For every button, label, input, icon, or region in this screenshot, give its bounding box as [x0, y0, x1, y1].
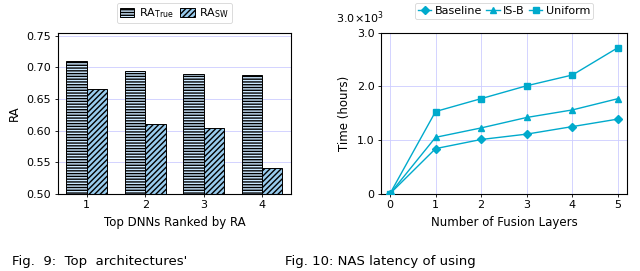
- IS-B: [614, 97, 622, 100]
- Legend: Baseline, IS-B, Uniform: Baseline, IS-B, Uniform: [415, 3, 593, 20]
- Bar: [145, 124, 166, 271]
- Text: $3.0\!\times\!10^{3}$: $3.0\!\times\!10^{3}$: [337, 9, 385, 26]
- Line: Baseline: Baseline: [387, 116, 621, 197]
- Baseline: [432, 147, 440, 150]
- IS-B: [386, 192, 394, 195]
- IS-B: [432, 136, 440, 139]
- Bar: [125, 71, 145, 271]
- Text: Fig. 10: NAS latency of using: Fig. 10: NAS latency of using: [285, 255, 476, 268]
- Uniform: [432, 110, 440, 113]
- Uniform: [568, 73, 576, 77]
- Bar: [241, 75, 262, 271]
- IS-B: [523, 116, 531, 119]
- Baseline: [614, 117, 622, 121]
- Baseline: [477, 138, 485, 141]
- Line: Uniform: Uniform: [387, 44, 621, 197]
- Line: IS-B: IS-B: [387, 95, 621, 197]
- IS-B: [477, 126, 485, 130]
- Baseline: [523, 133, 531, 136]
- Bar: [67, 61, 87, 271]
- Bar: [262, 169, 282, 271]
- Text: Fig.  9:  Top  architectures': Fig. 9: Top architectures': [12, 255, 187, 268]
- Bar: [204, 128, 224, 271]
- X-axis label: Number of Fusion Layers: Number of Fusion Layers: [431, 215, 577, 228]
- Bar: [183, 74, 204, 271]
- Baseline: [386, 192, 394, 195]
- X-axis label: Top DNNs Ranked by RA: Top DNNs Ranked by RA: [104, 215, 245, 228]
- Uniform: [477, 97, 485, 100]
- Uniform: [386, 192, 394, 195]
- Baseline: [568, 125, 576, 128]
- IS-B: [568, 108, 576, 112]
- Y-axis label: Time (hours): Time (hours): [339, 76, 351, 151]
- Uniform: [523, 84, 531, 87]
- Uniform: [614, 46, 622, 49]
- Legend: RA$_{\mathrm{True}}$, RA$_{\mathrm{SW}}$: RA$_{\mathrm{True}}$, RA$_{\mathrm{SW}}$: [116, 3, 232, 23]
- Y-axis label: RA: RA: [8, 105, 21, 121]
- Bar: [87, 89, 108, 271]
